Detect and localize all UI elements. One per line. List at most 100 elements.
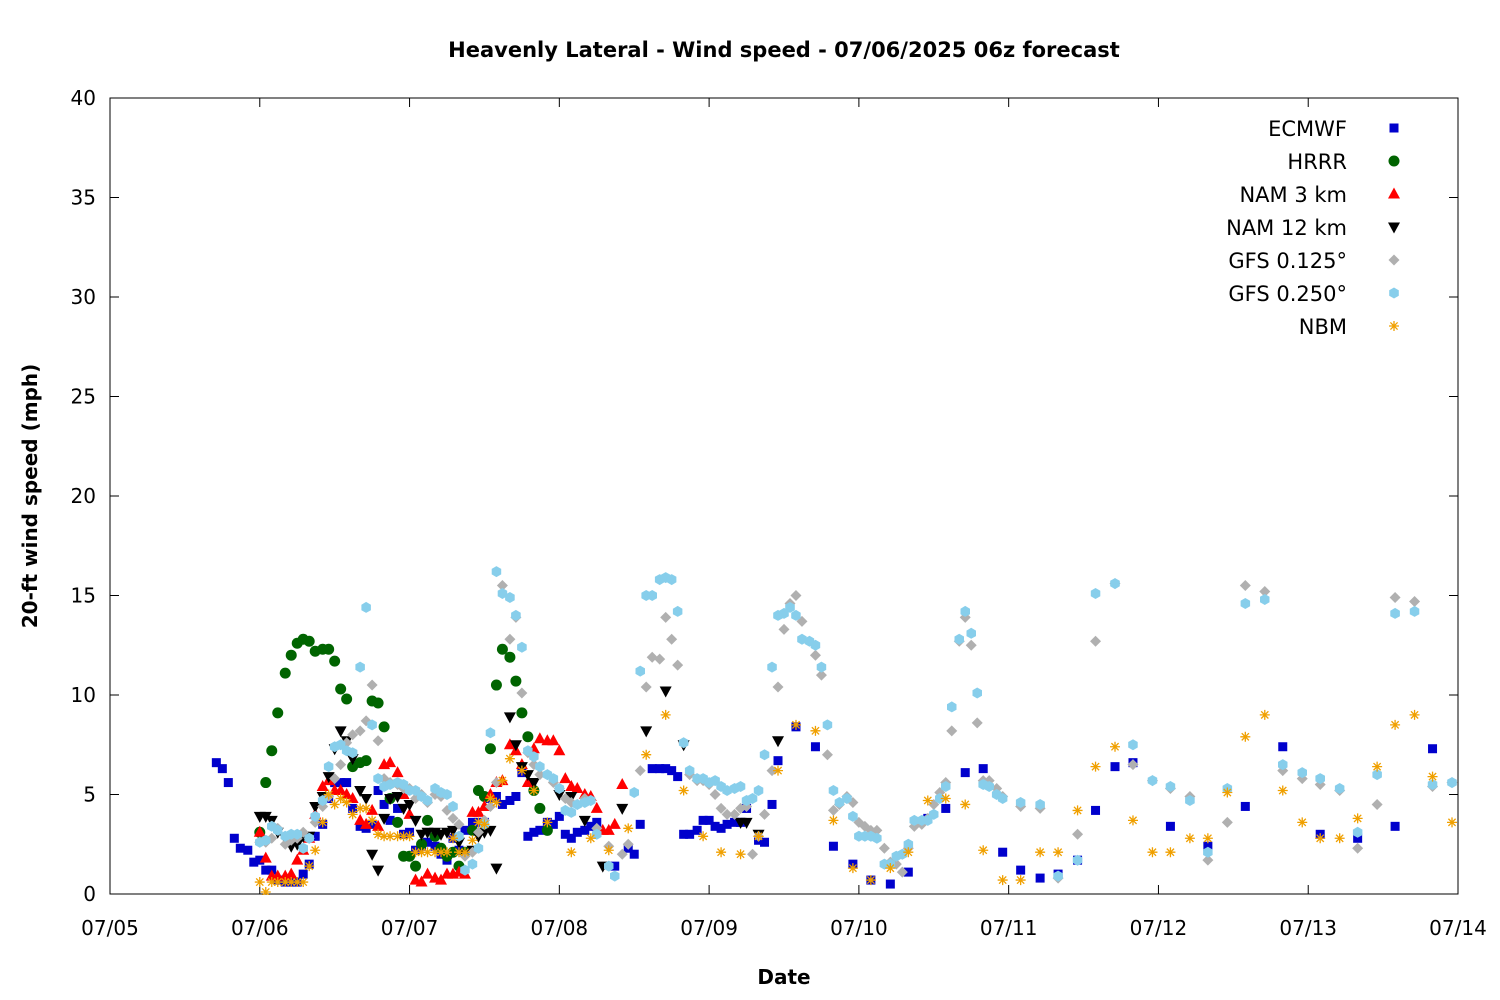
point-nam-12-km (484, 825, 497, 837)
point-nam-3-km (415, 875, 428, 887)
point-gfs-0-125 (484, 800, 496, 812)
point-gfs-0-250 (842, 793, 852, 804)
point-hrrr (510, 675, 522, 687)
point-gfs-0-125 (654, 653, 666, 665)
point-gfs-0-250 (485, 727, 496, 739)
point-nam-12-km (259, 811, 272, 823)
point-gfs-0-250 (954, 633, 964, 645)
point-nam-12-km (446, 825, 459, 837)
point-ecmwf (385, 815, 395, 825)
point-nbm (566, 847, 577, 858)
point-nam-12-km (378, 813, 391, 825)
point-gfs-0-125 (354, 725, 366, 737)
point-nbm (430, 847, 441, 858)
point-nam-12-km (384, 793, 397, 805)
point-nbm (810, 725, 821, 736)
point-ecmwf (554, 811, 564, 821)
point-gfs-0-250 (1260, 594, 1270, 605)
point-ecmwf (572, 827, 582, 837)
legend-marker-ecmwf (1389, 123, 1399, 133)
point-gfs-0-250 (367, 719, 377, 731)
point-gfs-0-250 (972, 687, 982, 699)
point-gfs-0-250 (1147, 775, 1158, 787)
point-nam-12-km (334, 726, 347, 738)
point-ecmwf (511, 791, 521, 801)
point-nam-3-km (360, 817, 373, 829)
point-nam-3-km (253, 825, 266, 837)
point-gfs-0-250 (810, 639, 821, 651)
point-hrrr (490, 679, 502, 691)
point-gfs-0-250 (1447, 777, 1457, 789)
point-gfs-0-125 (971, 717, 983, 729)
point-nbm (479, 819, 490, 830)
point-nam-3-km (291, 853, 304, 865)
point-ecmwf (430, 841, 440, 851)
point-gfs-0-125 (896, 866, 908, 878)
point-gfs-0-250 (909, 814, 920, 826)
point-gfs-0-250 (828, 785, 839, 796)
point-ecmwf (730, 817, 740, 827)
point-nbm (997, 875, 1008, 886)
point-gfs-0-125 (347, 729, 359, 741)
point-nam-12-km (354, 786, 367, 798)
point-nam-12-km (309, 801, 322, 813)
point-gfs-0-125 (366, 679, 378, 691)
point-gfs-0-250 (1352, 826, 1363, 838)
point-ecmwf (1390, 821, 1400, 831)
point-nbm (790, 719, 801, 730)
point-nbm (453, 847, 464, 858)
chart-title: Heavenly Lateral - Wind speed - 07/06/20… (448, 38, 1120, 62)
point-nbm (272, 877, 283, 888)
point-hrrr (378, 721, 390, 733)
point-ecmwf (903, 867, 913, 877)
point-gfs-0-250 (460, 864, 470, 876)
y-tick-label: 30 (71, 285, 96, 309)
legend-marker-gfs-0-125 (1388, 254, 1400, 266)
point-ecmwf (217, 764, 227, 774)
point-nam-12-km (391, 791, 404, 803)
x-tick-label: 07/10 (830, 916, 888, 940)
point-nbm (1035, 847, 1046, 858)
point-nbm (940, 793, 951, 804)
point-ecmwf (667, 766, 677, 776)
point-nam-12-km (490, 863, 503, 875)
point-gfs-0-125 (640, 681, 652, 693)
point-gfs-0-250 (373, 773, 383, 785)
point-nbm (542, 817, 553, 828)
point-gfs-0-250 (292, 828, 302, 840)
point-gfs-0-250 (385, 779, 395, 790)
x-tick-label: 07/06 (231, 916, 289, 940)
point-nbm (865, 875, 876, 886)
point-gfs-0-125 (1090, 635, 1102, 647)
point-gfs-0-125 (878, 842, 890, 854)
point-nbm (422, 847, 433, 858)
point-gfs-0-250 (298, 842, 308, 854)
point-nbm (1297, 817, 1308, 828)
series-ecmwf (211, 722, 1438, 889)
y-tick-label: 20 (71, 484, 96, 508)
point-hrrr (266, 745, 278, 757)
point-gfs-0-250 (592, 828, 602, 840)
point-gfs-0-125 (729, 808, 741, 820)
point-gfs-0-250 (1334, 783, 1345, 794)
point-gfs-0-125 (666, 633, 678, 645)
point-nam-3-km (571, 782, 584, 794)
point-hrrr (404, 850, 416, 862)
point-nbm (585, 833, 596, 844)
point-gfs-0-125 (827, 804, 839, 816)
point-nam-3-km (384, 756, 397, 768)
point-gfs-0-250 (505, 592, 515, 603)
point-ecmwf (529, 827, 539, 837)
point-gfs-0-250 (610, 870, 620, 882)
point-gfs-0-250 (361, 601, 371, 613)
point-gfs-0-125 (946, 725, 958, 737)
point-ecmwf (704, 815, 714, 825)
point-gfs-0-125 (772, 681, 784, 693)
point-ecmwf (1428, 744, 1438, 754)
point-gfs-0-125 (447, 812, 459, 824)
point-nbm (260, 887, 271, 895)
point-gfs-0-125 (1202, 854, 1214, 866)
point-nbm (1222, 787, 1233, 798)
point-nbm (641, 749, 652, 760)
point-nam-12-km (409, 815, 422, 827)
